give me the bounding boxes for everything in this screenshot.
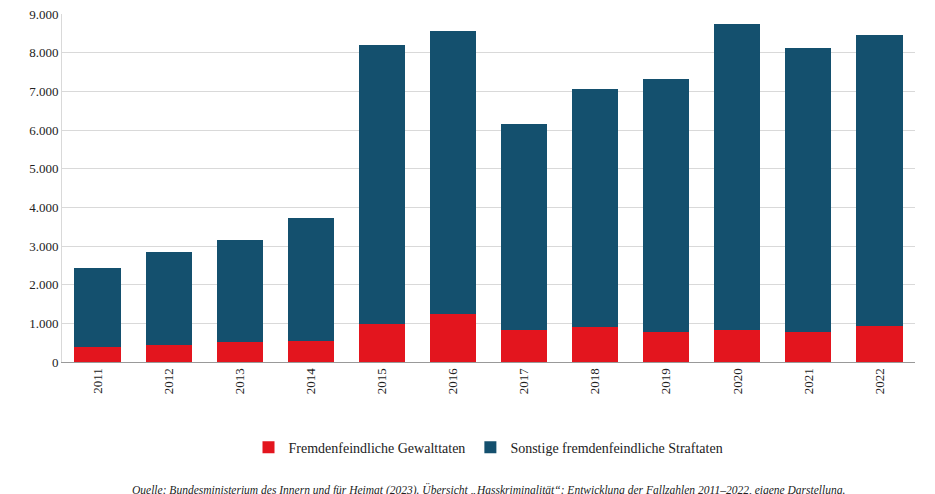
svg-text:2021: 2021	[801, 368, 816, 394]
svg-text:2011: 2011	[90, 368, 105, 394]
svg-text:4.000: 4.000	[29, 200, 58, 215]
svg-text:3.000: 3.000	[29, 239, 58, 254]
svg-text:2020: 2020	[730, 368, 745, 394]
svg-text:Sonstige fremdenfeindliche Str: Sonstige fremdenfeindliche Straftaten	[510, 441, 722, 456]
svg-text:2018: 2018	[587, 368, 602, 394]
svg-text:2022: 2022	[872, 368, 887, 394]
svg-text:8.000: 8.000	[29, 45, 58, 60]
svg-text:2017: 2017	[516, 368, 531, 395]
svg-text:2012: 2012	[161, 368, 176, 394]
svg-text:7.000: 7.000	[29, 84, 58, 99]
svg-text:2014: 2014	[303, 368, 318, 395]
svg-text:6.000: 6.000	[29, 123, 58, 138]
svg-text:0: 0	[52, 355, 59, 370]
svg-text:2013: 2013	[232, 368, 247, 394]
svg-text:1.000: 1.000	[29, 316, 58, 331]
svg-text:2016: 2016	[445, 368, 460, 395]
svg-text:Quelle: Bundesministerium des: Quelle: Bundesministerium des Innern und…	[132, 482, 845, 494]
svg-text:Fremdenfeindliche Gewalttaten: Fremdenfeindliche Gewalttaten	[289, 441, 466, 456]
svg-text:9.000: 9.000	[29, 7, 58, 22]
svg-text:5.000: 5.000	[29, 161, 58, 176]
svg-text:2015: 2015	[374, 368, 389, 394]
svg-text:2.000: 2.000	[29, 277, 58, 292]
svg-text:2019: 2019	[658, 368, 673, 394]
